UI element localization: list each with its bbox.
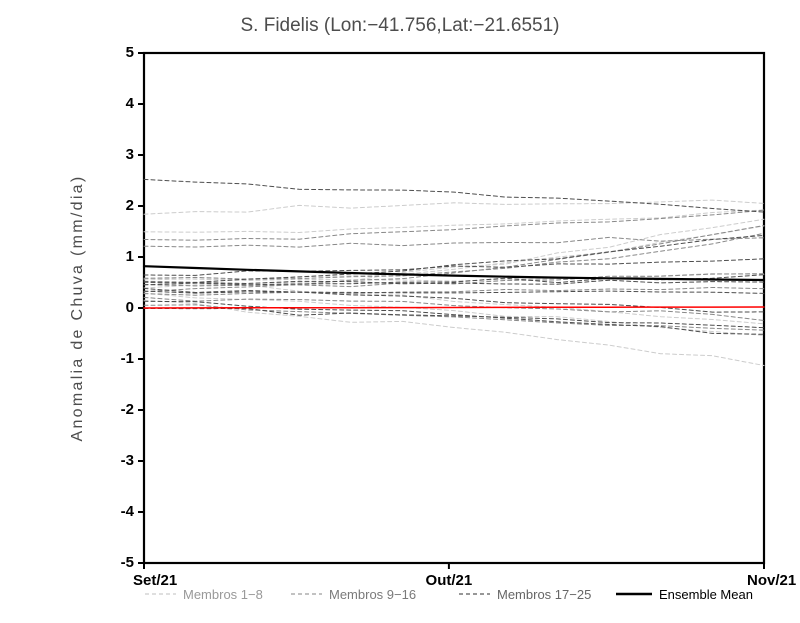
svg-text:Ensemble Mean: Ensemble Mean xyxy=(659,587,753,602)
svg-text:Membros 9−16: Membros 9−16 xyxy=(329,587,416,602)
svg-text:Membros 1−8: Membros 1−8 xyxy=(183,587,263,602)
svg-text:Membros 17−25: Membros 17−25 xyxy=(497,587,591,602)
